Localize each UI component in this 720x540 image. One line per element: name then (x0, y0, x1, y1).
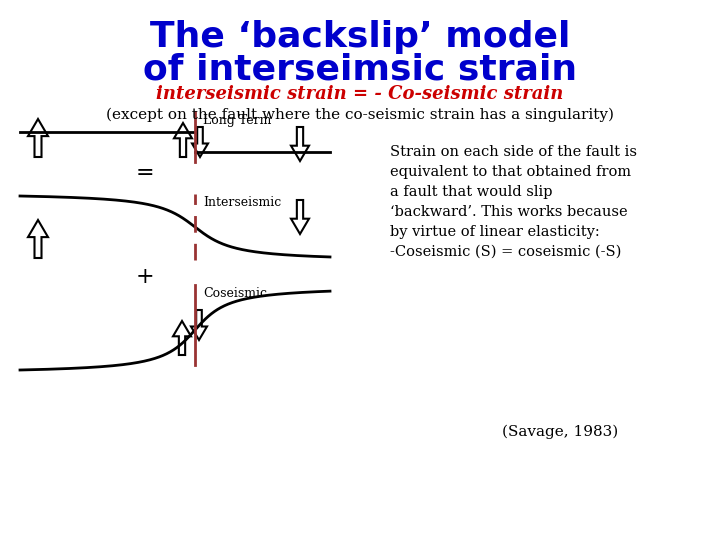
Text: Strain on each side of the fault is: Strain on each side of the fault is (390, 145, 637, 159)
Text: +: + (135, 266, 154, 288)
Text: -Coseismic (S) = coseismic (-S): -Coseismic (S) = coseismic (-S) (390, 245, 621, 259)
Text: Long Term: Long Term (203, 114, 271, 127)
Text: (Savage, 1983): (Savage, 1983) (502, 425, 618, 440)
Text: a fault that would slip: a fault that would slip (390, 185, 552, 199)
Text: interseismic strain = - Co-seismic strain: interseismic strain = - Co-seismic strai… (156, 85, 564, 103)
Text: The ‘backslip’ model: The ‘backslip’ model (150, 20, 570, 54)
Text: by virtue of linear elasticity:: by virtue of linear elasticity: (390, 225, 600, 239)
Text: =: = (135, 162, 154, 184)
Text: (except on the fault where the co-seismic strain has a singularity): (except on the fault where the co-seismi… (106, 108, 614, 123)
Text: Interseismic: Interseismic (203, 196, 282, 209)
Text: equivalent to that obtained from: equivalent to that obtained from (390, 165, 631, 179)
Text: ‘backward’. This works because: ‘backward’. This works because (390, 205, 628, 219)
Text: Coseismic: Coseismic (203, 287, 267, 300)
Text: of interseimsic strain: of interseimsic strain (143, 52, 577, 86)
